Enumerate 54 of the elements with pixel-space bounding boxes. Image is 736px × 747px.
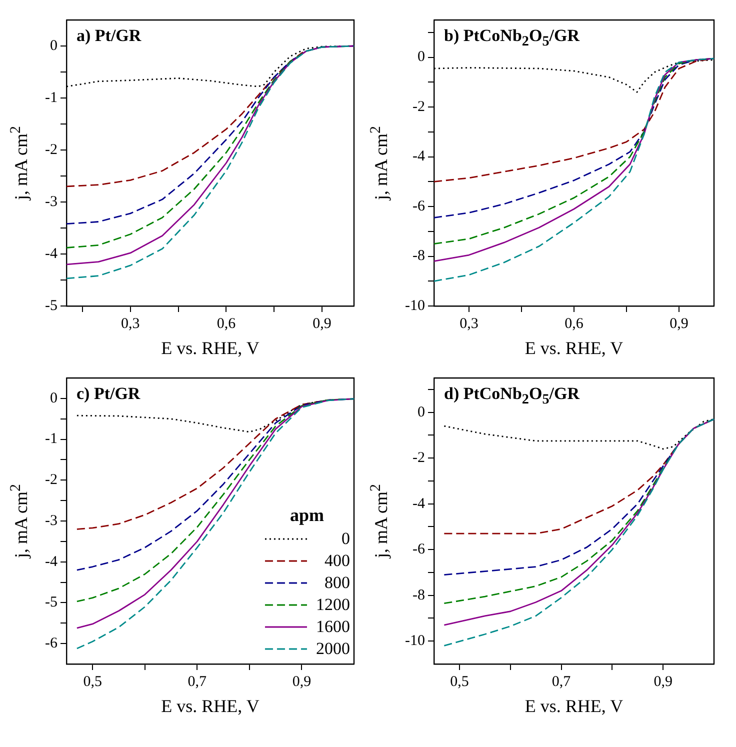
x-axis-title: E vs. RHE, V (161, 696, 260, 716)
y-tick-label: -10 (404, 298, 425, 314)
y-tick-label: 0 (50, 38, 58, 54)
x-tick-label: 0,3 (121, 316, 140, 332)
x-axis-title: E vs. RHE, V (161, 338, 260, 358)
y-tick-label: 0 (417, 49, 425, 66)
legend-label: 1200 (315, 595, 350, 615)
x-tick-label: 0,9 (670, 316, 688, 332)
y-tick-label: -6 (412, 198, 426, 214)
legend-label: 400 (324, 551, 350, 571)
y-tick-label: -1 (44, 90, 58, 106)
x-axis-title: E vs. RHE, V (524, 696, 624, 716)
y-tick-label: -4 (412, 496, 426, 512)
y-tick-label: -3 (44, 194, 58, 210)
y-tick-label: -10 (404, 633, 425, 650)
text: d) PtCoNb$_{2}$O$_{5}$/GR (444, 384, 580, 408)
x-tick-label: 0,5 (450, 674, 469, 690)
line-series (66, 52, 304, 188)
y-tick-label: -8 (412, 248, 425, 264)
x-tick-label: 0,3 (460, 316, 478, 332)
text: b) PtCoNb$_{2}$O$_{5}$/GR (444, 26, 580, 50)
y-tick-label: -2 (44, 142, 58, 158)
y-tick-label: -2 (412, 98, 425, 115)
x-tick-label: 0,7 (552, 674, 572, 690)
x-tick-label: 0,6 (216, 316, 236, 332)
x-tick-label: 0,7 (188, 674, 208, 690)
chart-title: a) Pt/GR (76, 26, 142, 46)
chart-title: c) Pt/GR (76, 384, 140, 404)
x-tick-label: 0,9 (312, 316, 332, 332)
x-tick-label: 0,9 (292, 674, 312, 690)
legend-label: 1600 (315, 617, 350, 637)
y-tick-label: -1 (44, 431, 58, 448)
y-tick-label: -4 (44, 554, 58, 570)
line-series (443, 418, 715, 450)
y-tick-label: -6 (44, 636, 58, 652)
y-tick-label: -5 (44, 594, 58, 611)
x-tick-label: 0,9 (654, 674, 672, 690)
y-tick-label: -6 (412, 542, 426, 558)
legend-label: 800 (324, 573, 350, 593)
y-tick-label: -4 (44, 246, 58, 262)
y-tick-label: 0 (50, 390, 58, 406)
y-tick-label: -2 (44, 472, 58, 488)
y-tick-label: -5 (44, 298, 58, 314)
y-tick-label: -2 (412, 450, 425, 466)
y-tick-label: -8 (412, 587, 425, 604)
y-tick-label: -4 (412, 148, 426, 165)
y-tick-label: 0 (417, 404, 425, 420)
x-tick-label: 0,6 (564, 316, 584, 332)
x-axis-title: E vs. RHE, V (524, 338, 624, 358)
legend-label: 2000 (315, 639, 350, 659)
x-tick-label: 0,5 (83, 674, 102, 690)
y-tick-label: -3 (44, 512, 58, 529)
legend-title: apm (288, 505, 325, 526)
legend-label: 0 (340, 529, 350, 549)
